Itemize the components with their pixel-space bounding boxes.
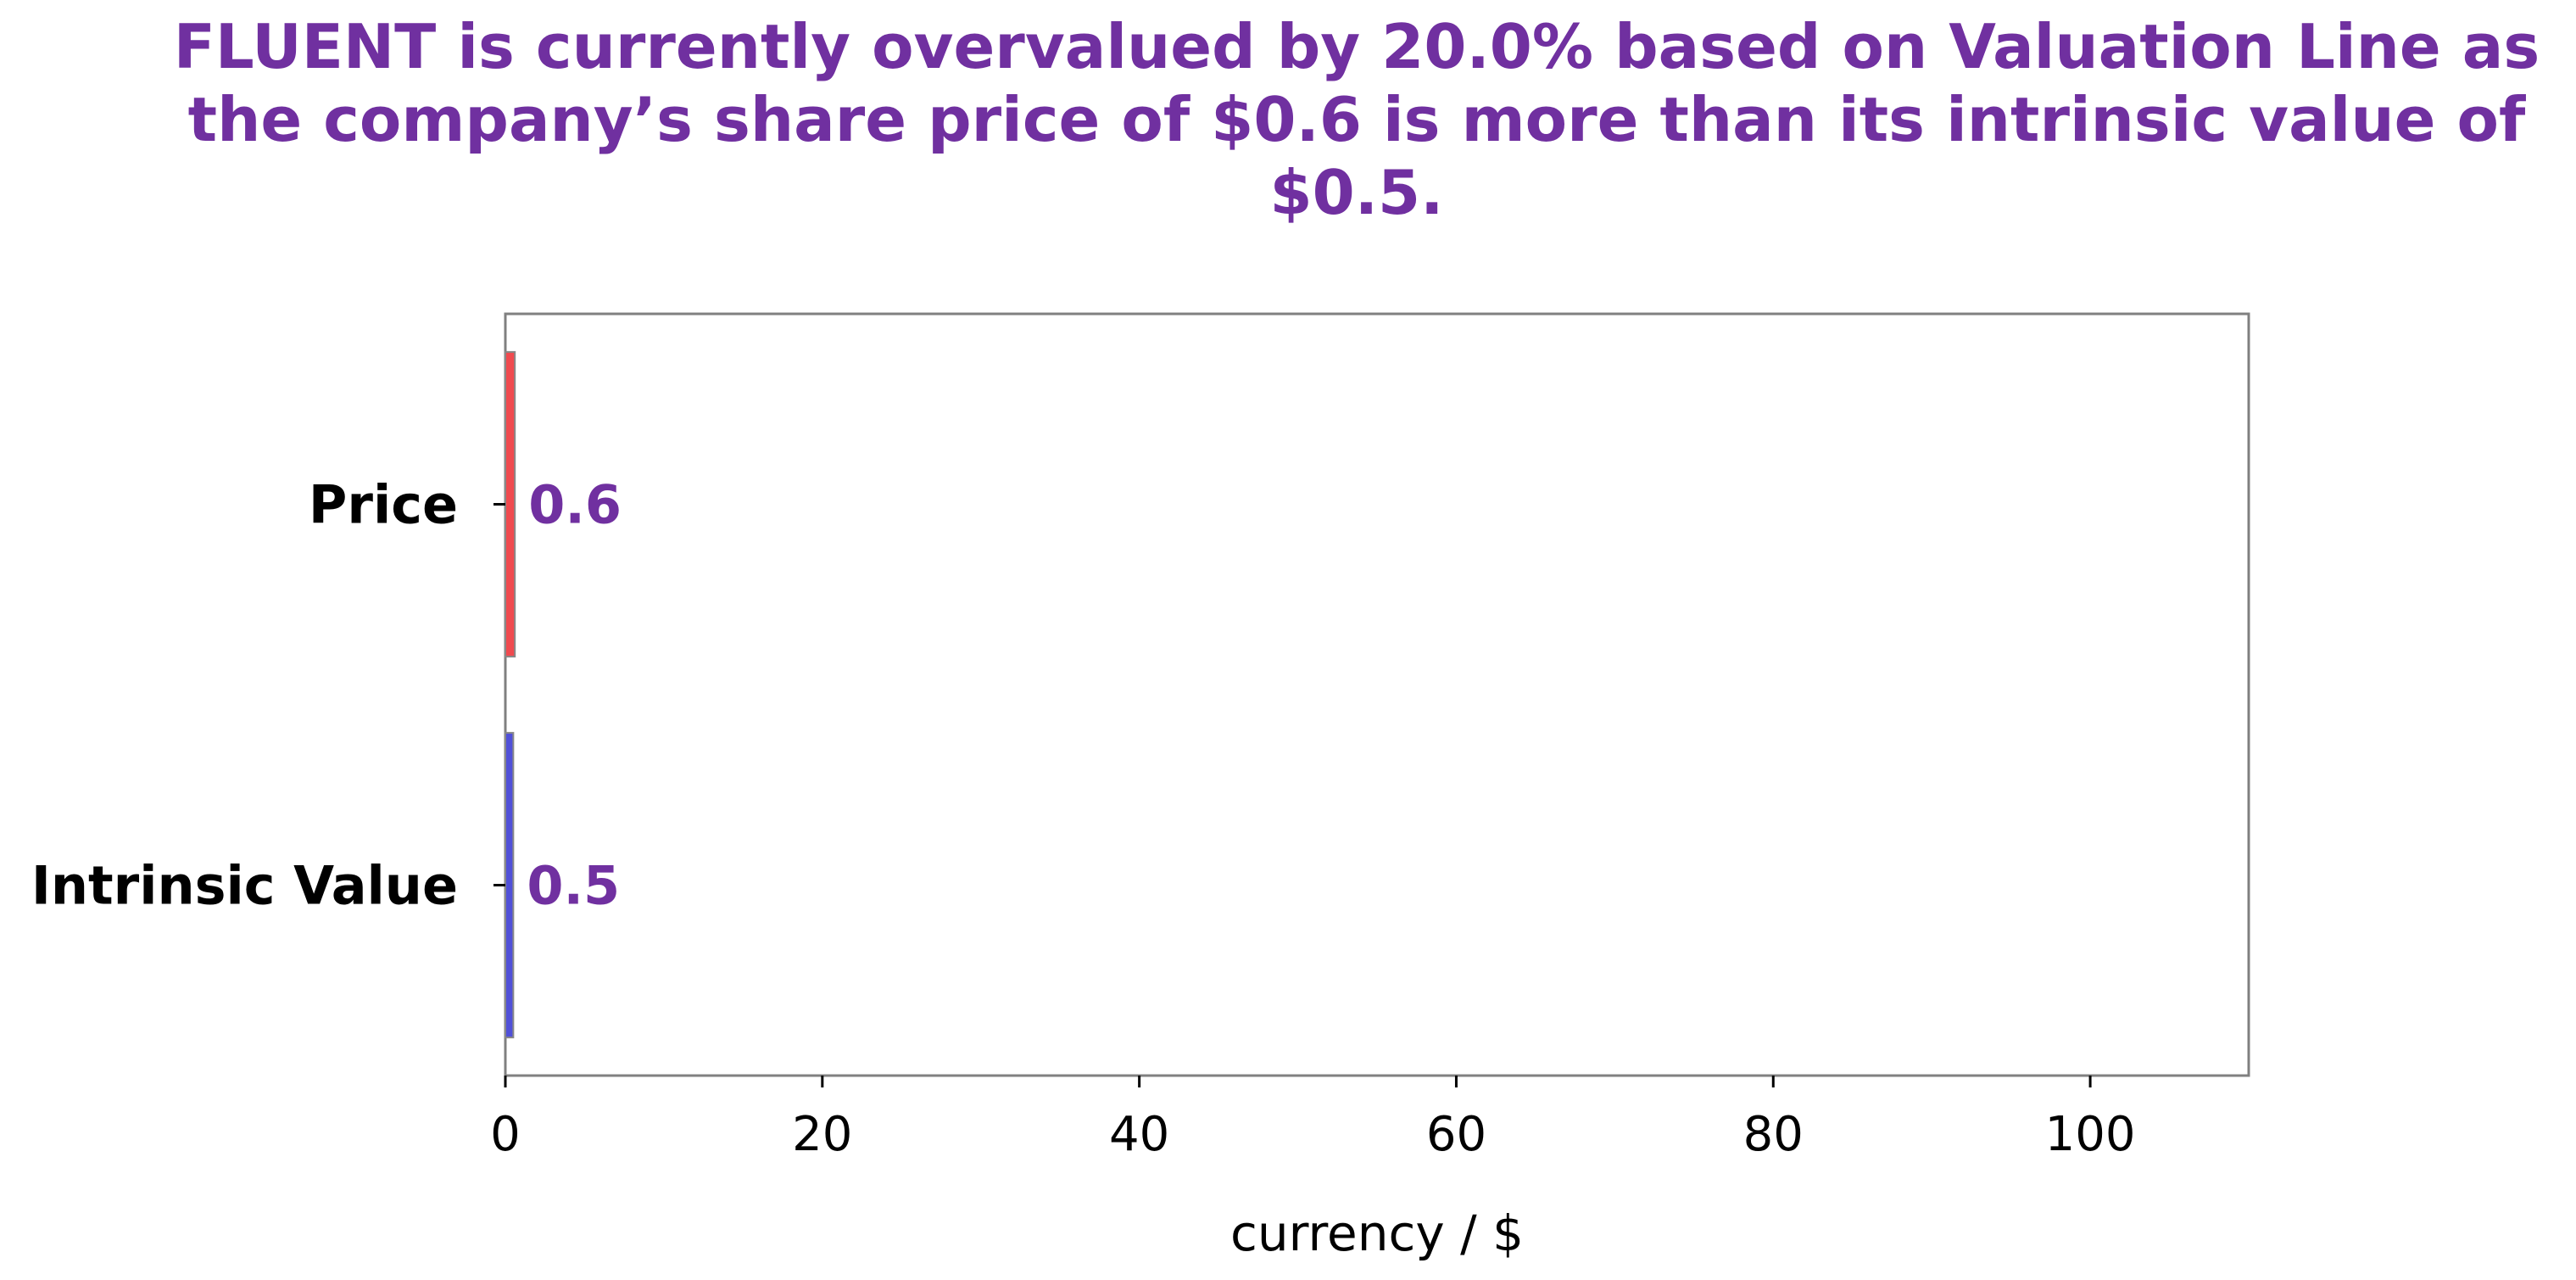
bar-price [505,350,516,658]
x-tick-label: 40 [1109,1107,1169,1162]
data-label: 0.5 [527,855,620,917]
category-label: Intrinsic Value [31,855,458,917]
chart-title: FLUENT is currently overvalued by 20.0% … [173,11,2540,228]
data-label: 0.6 [528,474,622,536]
plot-frame [504,312,2250,1077]
bar-intrinsic-value [505,731,515,1039]
x-tick-label: 100 [2045,1107,2136,1162]
x-tick-label: 80 [1743,1107,1804,1162]
x-tick-label: 0 [490,1107,521,1162]
x-tick-label: 60 [1426,1107,1486,1162]
category-label: Price [309,474,458,536]
x-tick-label: 20 [792,1107,852,1162]
x-axis-title: currency / $ [1230,1205,1524,1262]
